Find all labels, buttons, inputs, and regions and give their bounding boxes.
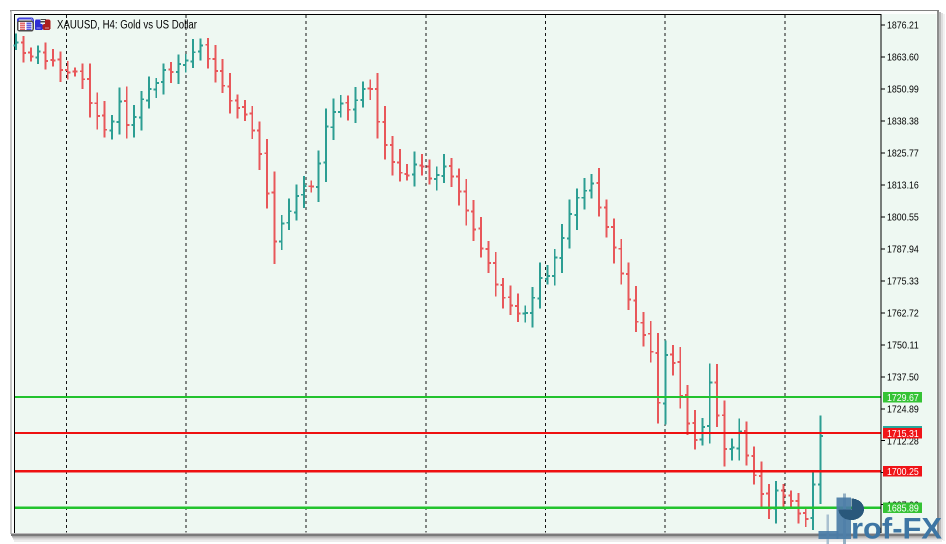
svg-text:1715.31: 1715.31: [887, 429, 919, 440]
svg-text:1724.89: 1724.89: [887, 405, 919, 416]
svg-text:1762.72: 1762.72: [887, 309, 919, 320]
svg-text:1700.25: 1700.25: [887, 467, 919, 478]
svg-text:1800.55: 1800.55: [887, 213, 919, 224]
svg-text:1787.94: 1787.94: [887, 245, 919, 256]
svg-text:rof-FX: rof-FX: [851, 513, 942, 544]
svg-text:XAUUSD, H4: Gold vs US Dollar: XAUUSD, H4: Gold vs US Dollar: [57, 20, 197, 32]
svg-text:1863.60: 1863.60: [887, 53, 919, 64]
svg-text:1850.99: 1850.99: [887, 85, 919, 96]
svg-text:1685.89: 1685.89: [887, 503, 919, 514]
svg-text:1750.11: 1750.11: [887, 341, 919, 352]
svg-text:1729.67: 1729.67: [887, 393, 919, 404]
svg-text:1825.77: 1825.77: [887, 149, 919, 160]
svg-text:1876.21: 1876.21: [887, 21, 919, 32]
svg-text:1838.38: 1838.38: [887, 117, 919, 128]
svg-text:1775.33: 1775.33: [887, 277, 919, 288]
svg-text:1712.28: 1712.28: [887, 436, 919, 447]
svg-text:1813.16: 1813.16: [887, 181, 919, 192]
svg-text:1737.50: 1737.50: [887, 373, 919, 384]
